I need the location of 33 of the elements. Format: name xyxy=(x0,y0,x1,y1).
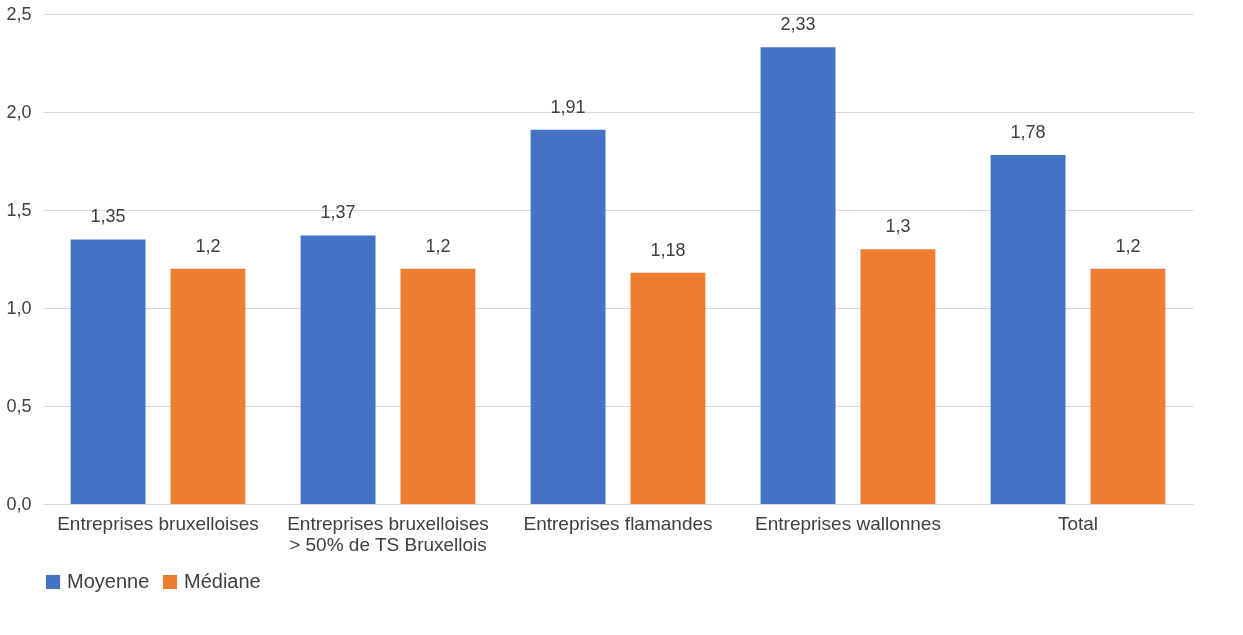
x-tick-label: Entreprises bruxelloises > 50% de TS Bruxellois xyxy=(287,512,489,555)
bar xyxy=(170,268,246,504)
legend-label: Médiane xyxy=(184,570,261,592)
data-label: 1,2 xyxy=(1115,235,1141,256)
bar xyxy=(400,268,476,504)
data-label: 1,3 xyxy=(885,216,911,237)
y-tick-label: 0,0 xyxy=(6,493,32,514)
bar xyxy=(990,155,1066,504)
bar xyxy=(1090,268,1166,504)
bar xyxy=(860,249,936,504)
data-label: 1,35 xyxy=(90,206,126,227)
x-tick-label: Entreprises bruxelloises xyxy=(57,512,259,534)
y-tick-label: 0,5 xyxy=(6,395,32,416)
legend-label: Moyenne xyxy=(67,570,150,592)
bar xyxy=(70,239,146,504)
bar xyxy=(760,47,836,504)
data-label: 1,78 xyxy=(1010,122,1046,143)
bar xyxy=(530,129,606,504)
bar xyxy=(630,272,706,504)
data-label: 1,37 xyxy=(320,202,356,223)
y-tick-label: 1,5 xyxy=(6,199,32,220)
data-label: 1,2 xyxy=(195,235,221,256)
x-tick-label: Entreprises wallonnes xyxy=(755,512,941,534)
y-tick-label: 2,0 xyxy=(6,101,32,122)
y-tick-label: 1,0 xyxy=(6,297,32,318)
data-label: 1,18 xyxy=(650,239,686,260)
data-label: 1,2 xyxy=(425,235,451,256)
y-tick-label: 2,5 xyxy=(6,3,32,24)
x-tick-label: Total xyxy=(1057,512,1099,534)
data-label: 2,33 xyxy=(780,14,816,35)
bar xyxy=(300,235,376,504)
x-tick-label: Entreprises flamandes xyxy=(523,512,713,534)
data-label: 1,91 xyxy=(550,96,586,117)
